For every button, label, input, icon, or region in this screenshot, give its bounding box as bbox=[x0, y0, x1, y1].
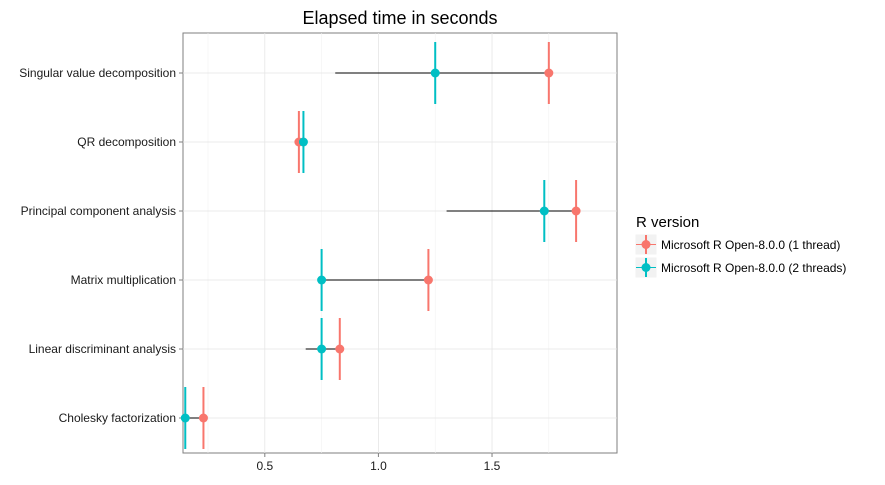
legend-key-point bbox=[641, 263, 651, 272]
legend-item-1-thread: Microsoft R Open-8.0.0 (1 thread) bbox=[634, 233, 840, 256]
plot-panel bbox=[182, 32, 618, 454]
y-tick-label: Cholesky factorization bbox=[59, 411, 176, 425]
x-tick-label: 0.5 bbox=[256, 459, 273, 473]
x-tick-label: 1.0 bbox=[370, 459, 387, 473]
legend-key-point bbox=[641, 240, 651, 249]
series-2 bbox=[180, 42, 549, 449]
y-tick-label: QR decomposition bbox=[77, 135, 176, 149]
series-1-point bbox=[571, 206, 581, 216]
data-marks bbox=[180, 42, 581, 449]
y-tick-label: Matrix multiplication bbox=[71, 273, 176, 287]
chart-title: Elapsed time in seconds bbox=[302, 8, 497, 28]
series-1-point bbox=[198, 413, 208, 423]
series-1-point bbox=[544, 68, 554, 78]
series-2-point bbox=[539, 206, 549, 216]
legend-label-2-threads: Microsoft R Open-8.0.0 (2 threads) bbox=[661, 261, 846, 275]
series-2-point bbox=[317, 344, 327, 354]
y-tick-label: Singular value decomposition bbox=[19, 66, 176, 80]
y-tick-label: Principal component analysis bbox=[21, 204, 176, 218]
legend: R version Microsoft R Open-8.0.0 (1 thre… bbox=[634, 214, 846, 279]
series-1-point bbox=[335, 344, 345, 354]
legend-label-1-thread: Microsoft R Open-8.0.0 (1 thread) bbox=[661, 238, 840, 252]
series-1 bbox=[198, 42, 581, 449]
legend-title: R version bbox=[636, 214, 699, 231]
series-2-point bbox=[430, 68, 440, 78]
legend-key-2-threads bbox=[634, 256, 658, 279]
axes: 0.5 1.0 1.5 Singular value decomposition QR … bbox=[19, 66, 500, 473]
legend-key-1-thread bbox=[634, 233, 658, 256]
series-2-point bbox=[180, 413, 190, 423]
series-1-point bbox=[423, 275, 433, 285]
legend-item-2-threads: Microsoft R Open-8.0.0 (2 threads) bbox=[634, 256, 846, 279]
x-tick-label: 1.5 bbox=[484, 459, 501, 473]
series-2-point bbox=[317, 275, 327, 285]
y-tick-label: Linear discriminant analysis bbox=[29, 342, 176, 356]
series-2-point bbox=[298, 137, 308, 147]
